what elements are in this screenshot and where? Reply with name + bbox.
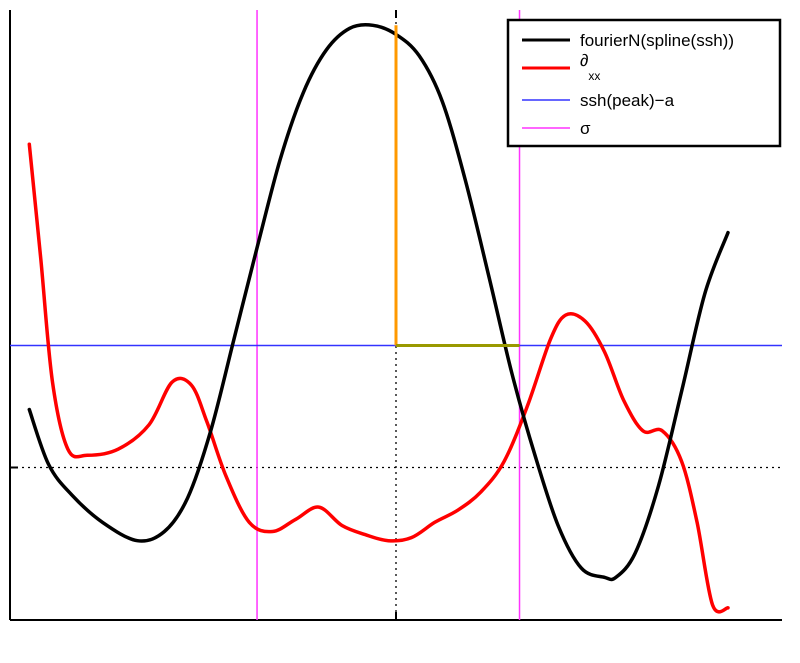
reference-lines (10, 10, 782, 620)
series-layer (10, 10, 782, 620)
series-fourier-line (27, 22, 730, 582)
series-second-derivative-line (27, 142, 730, 614)
legend-label: ssh(peak)−a (580, 91, 675, 110)
legend-label: ∂xx (580, 51, 600, 83)
legend-entry-second-derivative: ∂xx (522, 51, 600, 83)
legend-entry-ssh-peak-minus-a: ssh(peak)−a (522, 91, 675, 110)
legend-label: fourierN(spline(ssh)) (580, 31, 734, 50)
legend-label: σ (580, 119, 591, 138)
legend-entry-sigma: σ (522, 119, 591, 138)
legend-entry-fourier: fourierN(spline(ssh)) (522, 31, 734, 50)
legend-label-subscript: xx (588, 69, 600, 83)
legend-label-symbol: ∂ (580, 51, 588, 70)
legend: fourierN(spline(ssh))∂xx ssh(peak)−a σ (506, 18, 782, 148)
annotation-layer (394, 25, 520, 347)
